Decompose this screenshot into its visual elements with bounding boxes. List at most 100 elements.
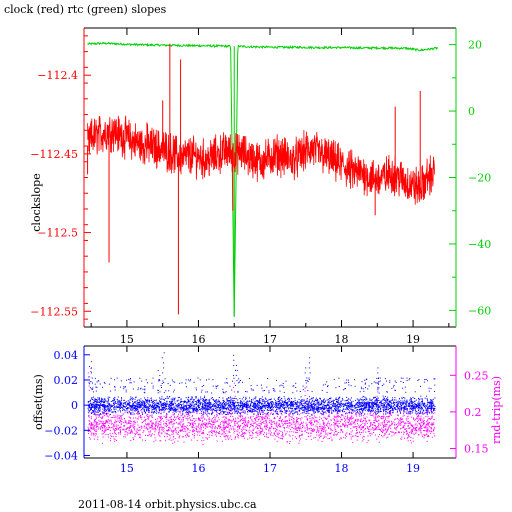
offset-point: [229, 401, 231, 403]
offset-point: [164, 402, 166, 404]
rndtrip-point: [178, 423, 180, 425]
offset-point: [202, 409, 203, 411]
rndtrip-point: [258, 439, 260, 441]
offset-point: [270, 409, 272, 411]
rndtrip-point: [225, 434, 227, 436]
offset-point: [233, 408, 235, 410]
offset-point: [195, 401, 197, 403]
offset-point: [224, 404, 226, 406]
offset-point: [209, 413, 210, 415]
rndtrip-point: [297, 427, 299, 429]
offset-point: [305, 401, 307, 403]
offset-point: [316, 403, 318, 405]
rndtrip-point: [174, 429, 176, 430]
rndtrip-point: [191, 415, 193, 417]
rndtrip-point: [432, 423, 434, 425]
rndtrip-point: [162, 427, 164, 429]
offset-point: [425, 406, 427, 408]
rndtrip-point: [367, 427, 369, 429]
rndtrip-point: [337, 432, 339, 433]
offset-point: [372, 406, 374, 408]
rndtrip-point: [88, 420, 90, 422]
rndtrip-point: [327, 434, 329, 436]
offset-point: [93, 413, 95, 415]
rndtrip-point: [340, 438, 342, 440]
rndtrip-point: [192, 430, 194, 432]
rndtrip-point: [420, 418, 422, 420]
rndtrip-point: [383, 419, 385, 421]
rndtrip-point: [197, 424, 199, 426]
rndtrip-point: [289, 435, 291, 437]
rndtrip-point: [225, 426, 227, 428]
rndtrip-point: [216, 440, 218, 442]
rndtrip-point: [427, 422, 429, 424]
offset-point: [231, 404, 233, 406]
offset-point: [257, 400, 258, 402]
rndtrip-point: [194, 430, 195, 432]
offset-point: [246, 408, 248, 410]
rndtrip-point: [380, 416, 382, 418]
rndtrip-point: [412, 440, 414, 442]
offset-point: [132, 405, 133, 407]
rndtrip-point: [258, 429, 260, 431]
rndtrip-point: [184, 416, 186, 418]
rndtrip-point: [310, 423, 312, 425]
rndtrip-point: [99, 420, 101, 422]
offset-point: [308, 412, 310, 414]
rndtrip-point: [98, 416, 100, 418]
rndtrip-point: [129, 425, 131, 427]
rndtrip-point: [137, 418, 139, 420]
rndtrip-point: [235, 417, 237, 419]
rndtrip-point: [358, 424, 360, 426]
rndtrip-point: [249, 416, 251, 418]
rndtrip-point: [310, 422, 312, 424]
rndtrip-point: [351, 430, 353, 432]
rndtrip-point: [214, 430, 216, 432]
offset-point: [159, 406, 160, 408]
rndtrip-point: [325, 418, 327, 420]
offset-point: [313, 402, 315, 404]
offset-point: [410, 398, 412, 400]
offset-point: [270, 398, 272, 400]
offset-point: [193, 411, 195, 413]
rndtrip-point: [179, 423, 181, 425]
offset-point: [404, 409, 406, 410]
rndtrip-point: [345, 434, 346, 436]
rndtrip-point: [168, 421, 170, 423]
rndtrip-point: [374, 422, 376, 424]
rndtrip-point: [250, 426, 252, 428]
rndtrip-point: [426, 429, 428, 431]
rndtrip-point: [241, 434, 243, 436]
rndtrip-point: [120, 429, 121, 431]
offset-point: [394, 397, 396, 399]
offset-point: [215, 403, 217, 405]
rndtrip-point: [130, 413, 132, 415]
rndtrip-point: [155, 422, 157, 424]
rndtrip-point: [337, 415, 339, 417]
rndtrip-point: [340, 419, 342, 421]
rndtrip-point: [294, 423, 296, 425]
rndtrip-point: [200, 417, 202, 419]
offset-point: [332, 401, 334, 403]
offset-point: [256, 399, 258, 401]
rndtrip-point: [172, 439, 174, 441]
rndtrip-point: [130, 425, 132, 426]
rndtrip-point: [93, 422, 95, 424]
rndtrip-point: [409, 431, 411, 433]
offset-point: [220, 404, 222, 406]
rndtrip-point: [215, 432, 217, 434]
offset-point: [366, 404, 368, 406]
rndtrip-point: [378, 441, 380, 443]
offset-point: [233, 407, 235, 409]
rndtrip-point: [279, 417, 281, 419]
offset-point: [321, 403, 322, 405]
rndtrip-point: [240, 428, 242, 430]
offset-point: [421, 401, 423, 403]
rndtrip-point: [330, 436, 332, 438]
offset-point: [387, 409, 389, 411]
offset-point: [175, 409, 177, 411]
rndtrip-point: [386, 416, 388, 418]
rndtrip-point: [362, 435, 364, 437]
rndtrip-point: [151, 426, 153, 427]
offset-point: [147, 410, 149, 412]
